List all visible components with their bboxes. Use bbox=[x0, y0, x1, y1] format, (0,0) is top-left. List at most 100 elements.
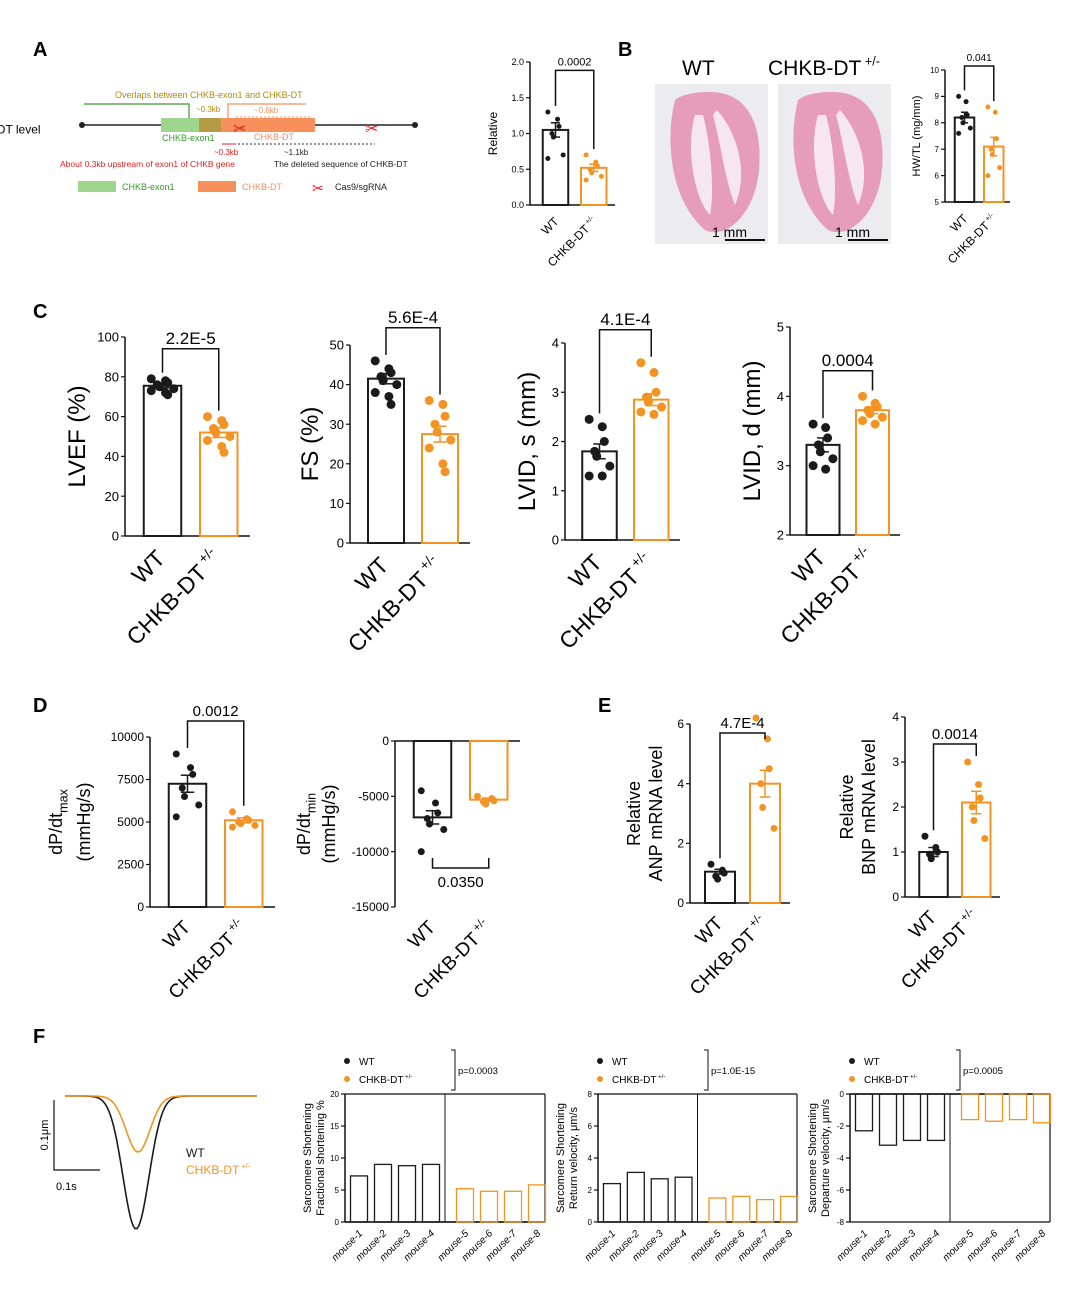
y-axis-label: Return velocity, μm/s bbox=[568, 1106, 580, 1209]
significance-bracket bbox=[161, 348, 220, 411]
data-point bbox=[959, 115, 965, 121]
bar bbox=[503, 1190, 523, 1223]
superscript: +/- bbox=[414, 551, 439, 576]
significance-bracket bbox=[385, 327, 441, 395]
superscript: +/- bbox=[625, 548, 650, 573]
y-tick-label: -5000 bbox=[358, 790, 389, 804]
superscript: +/- bbox=[193, 544, 218, 569]
subscript: max bbox=[56, 788, 70, 812]
data-point bbox=[229, 823, 236, 831]
data-point bbox=[813, 440, 823, 450]
y-axis-label: Relative bbox=[486, 112, 500, 156]
data-point bbox=[985, 173, 991, 179]
bar bbox=[142, 384, 183, 537]
bar bbox=[455, 1188, 475, 1223]
data-point bbox=[583, 177, 589, 183]
y-tick-label: 0.5 bbox=[511, 164, 524, 174]
p-value: p=0.0005 bbox=[963, 1066, 1003, 1077]
histology: WT 1 mm CHKB-DT +/- 1 mm bbox=[655, 55, 891, 244]
gene-diagram: Overlaps between CHKB-exon1 and CHKB-DT ~… bbox=[60, 90, 418, 196]
legend-label: CHKB-DT +/- bbox=[864, 1075, 917, 1087]
y-axis-label: dP/dtmax bbox=[46, 788, 70, 855]
data-point bbox=[598, 173, 604, 179]
y-tick-label: 4 bbox=[588, 1154, 593, 1163]
significance-bracket bbox=[451, 1049, 456, 1091]
y-tick-label: 8 bbox=[935, 119, 940, 128]
y-axis-label: LVID, s (mm) bbox=[514, 372, 541, 512]
data-point bbox=[440, 826, 448, 834]
data-point bbox=[163, 378, 173, 388]
y-tick-label: 2500 bbox=[117, 858, 144, 872]
bar bbox=[1008, 1093, 1028, 1121]
y-tick-label: -10000 bbox=[352, 845, 390, 859]
data-point bbox=[976, 794, 984, 802]
bar bbox=[373, 1163, 393, 1223]
y-tick-label: 9 bbox=[935, 92, 940, 101]
bar bbox=[1032, 1093, 1052, 1124]
y-tick-label: 80 bbox=[105, 369, 119, 384]
legend-label: CHKB-DT +/- bbox=[612, 1075, 665, 1087]
data-point bbox=[877, 412, 887, 422]
y-tick-label: 0.0 bbox=[511, 200, 524, 210]
y-tick-label: 10 bbox=[930, 66, 939, 75]
y-axis-label: Sarcomere Shortening bbox=[807, 1103, 819, 1213]
data-point bbox=[446, 435, 456, 445]
scissors-icon: ✂ bbox=[312, 180, 324, 196]
category-label: WT bbox=[126, 545, 170, 589]
data-point bbox=[956, 93, 962, 99]
data-point bbox=[964, 758, 972, 766]
y-tick-label: 8 bbox=[588, 1090, 593, 1099]
bar bbox=[412, 740, 453, 819]
data-point bbox=[555, 116, 561, 122]
legend-label: WT bbox=[864, 1057, 880, 1068]
data-point bbox=[649, 409, 659, 419]
scale-bar-label: 1 mm bbox=[712, 224, 747, 240]
data-point bbox=[181, 793, 188, 800]
category-label: WT bbox=[905, 907, 941, 943]
data-point bbox=[636, 358, 646, 368]
significance-bracket bbox=[431, 858, 490, 869]
y-tick-label: -2 bbox=[837, 1122, 845, 1131]
data-point bbox=[438, 399, 448, 409]
p-value: 2.2E-5 bbox=[166, 329, 216, 348]
exon-label: CHKB-exon1 bbox=[162, 133, 215, 143]
y-tick-label: 20 bbox=[330, 1090, 339, 1099]
data-point bbox=[821, 464, 831, 474]
significance-bracket bbox=[956, 1049, 961, 1091]
histology-title: CHKB-DT +/- bbox=[768, 55, 880, 80]
data-point bbox=[245, 816, 253, 824]
category-label: WT bbox=[948, 211, 972, 235]
scale-x-label: 0.1s bbox=[56, 1181, 77, 1193]
y-tick-label: 0 bbox=[892, 890, 899, 904]
kb-label: ~0.3kb bbox=[214, 148, 239, 157]
y-tick-label: 1.5 bbox=[511, 93, 524, 103]
data-point bbox=[981, 835, 989, 842]
bar bbox=[855, 409, 890, 537]
data-point bbox=[392, 380, 402, 390]
y-tick-label: 7500 bbox=[117, 773, 144, 787]
data-point bbox=[545, 109, 551, 115]
category-label: WT bbox=[159, 917, 195, 953]
bar bbox=[984, 1093, 1004, 1122]
category-label: WT bbox=[692, 913, 728, 949]
legend-marker bbox=[597, 1058, 603, 1064]
data-point bbox=[584, 471, 594, 481]
y-tick-label: 100 bbox=[97, 330, 119, 345]
data-point bbox=[636, 407, 646, 417]
y-tick-label: 2 bbox=[552, 434, 559, 449]
y-tick-label: 40 bbox=[105, 449, 119, 464]
superscript: +/- bbox=[861, 55, 880, 69]
y-axis-label: Fractional shortening % bbox=[315, 1100, 327, 1216]
data-point bbox=[482, 800, 490, 808]
data-point bbox=[714, 875, 722, 883]
y-tick-label: 2 bbox=[777, 528, 784, 543]
data-point bbox=[921, 832, 929, 840]
legend-dt: CHKB-DT bbox=[242, 182, 283, 192]
superscript: +/- bbox=[745, 912, 765, 932]
y-tick-label: 6 bbox=[935, 171, 940, 180]
data-point bbox=[370, 388, 380, 398]
y-tick-label: 4 bbox=[892, 710, 899, 724]
data-point bbox=[605, 461, 615, 471]
bar bbox=[960, 1093, 980, 1121]
